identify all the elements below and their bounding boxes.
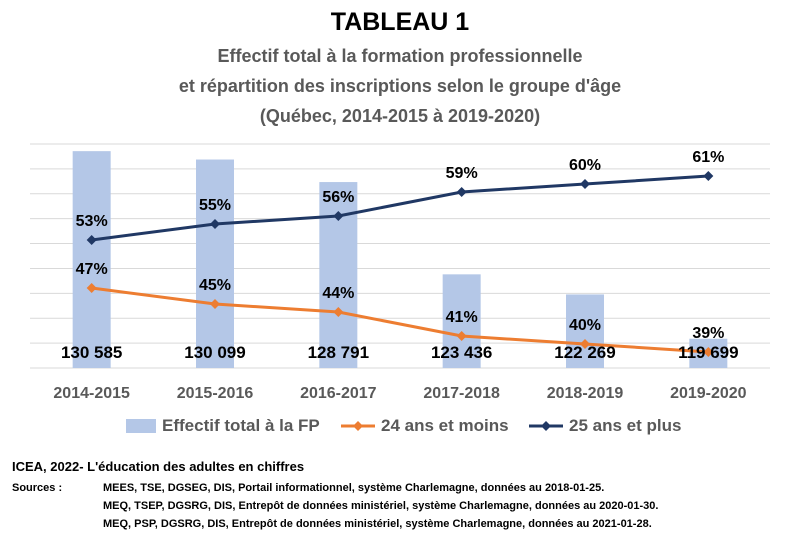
data-label-young-2018-2019: 40% — [569, 317, 601, 334]
bar-effectif-2018-2019 — [566, 294, 604, 368]
x-tick-label-2016-2017: 2016-2017 — [300, 385, 377, 402]
bar-effectif-2015-2016 — [196, 159, 234, 368]
bar-effectif-2017-2018 — [442, 274, 481, 368]
data-label-young-2019-2020: 39% — [692, 325, 724, 342]
x-tick-label-2018-2019: 2018-2019 — [547, 385, 624, 402]
marker-old-2019-2020 — [703, 171, 714, 181]
marker-young-2019-2020 — [703, 347, 714, 357]
legend-item-young: 24 ans et moins — [341, 416, 509, 436]
sources-label: Sources : — [12, 482, 63, 494]
data-label-old-2017-2018: 59% — [446, 165, 478, 182]
bar-value-label-2019-2020: 119 699 — [678, 343, 739, 362]
bar-value-label-2018-2019: 122 269 — [554, 343, 615, 362]
chart-subtitle-line-2: et répartition des inscriptions selon le… — [178, 76, 622, 96]
data-label-young-2016-2017: 44% — [322, 285, 354, 302]
marker-young-2017-2018 — [456, 331, 467, 341]
marker-old-2018-2019 — [580, 179, 590, 189]
bar-value-label-2014-2015: 130 585 — [61, 343, 122, 362]
source-line-1: MEES, TSE, DGSEG, DIS, Portail informati… — [103, 482, 605, 494]
legend-line-young-icon — [341, 421, 375, 431]
x-tick-label-2019-2020: 2019-2020 — [670, 385, 747, 402]
legend-item-old: 25 ans et plus — [529, 416, 681, 436]
bar-value-label-2015-2016: 130 099 — [184, 343, 245, 362]
marker-young-2018-2019 — [580, 339, 590, 349]
data-label-old-2015-2016: 55% — [199, 197, 231, 214]
marker-old-2016-2017 — [333, 211, 344, 221]
legend-bar-swatch — [126, 419, 156, 433]
bar-effectif-2016-2017 — [319, 182, 358, 368]
x-tick-label-2017-2018: 2017-2018 — [423, 385, 500, 402]
legend-item-total: Effectif total à la FP — [126, 416, 320, 436]
legend-label-old: 25 ans et plus — [569, 416, 682, 435]
marker-young-2015-2016 — [210, 299, 220, 309]
chart-subtitle-line-1: Effectif total à la formation profession… — [217, 46, 583, 66]
chart-subtitle-line-3: (Québec, 2014-2015 à 2019-2020) — [259, 106, 541, 126]
bar-value-label-2016-2017: 128 791 — [308, 343, 369, 362]
marker-old-2015-2016 — [210, 219, 220, 229]
chart-title: TABLEAU 1 — [330, 8, 470, 36]
source-line-3: MEQ, PSP, DGSRG, DIS, Entrepôt de donnée… — [103, 518, 652, 530]
bar-value-label-2017-2018: 123 436 — [431, 343, 492, 362]
marker-old-2017-2018 — [456, 187, 467, 197]
data-label-old-2014-2015: 53% — [76, 213, 108, 230]
bar-effectif-2014-2015 — [72, 151, 111, 368]
data-label-young-2015-2016: 45% — [199, 277, 231, 294]
x-tick-label-2014-2015: 2014-2015 — [53, 385, 130, 402]
legend-line-old-icon — [529, 421, 563, 431]
legend-label-young: 24 ans et moins — [381, 416, 509, 435]
source-heading: ICEA, 2022- L'éducation des adultes en c… — [12, 459, 305, 474]
data-label-old-2018-2019: 60% — [569, 157, 601, 174]
marker-young-2014-2015 — [86, 283, 97, 293]
data-label-old-2016-2017: 56% — [322, 189, 354, 206]
legend-label-total: Effectif total à la FP — [162, 416, 320, 435]
marker-young-2016-2017 — [333, 307, 344, 317]
source-line-2: MEQ, TSEP, DGSRG, DIS, Entrepôt de donné… — [103, 500, 659, 512]
x-tick-label-2015-2016: 2015-2016 — [177, 385, 254, 402]
marker-old-2014-2015 — [86, 235, 97, 245]
data-label-young-2014-2015: 47% — [76, 261, 108, 278]
chart-legend: Effectif total à la FP 24 ans et moins 2… — [0, 416, 800, 438]
data-label-young-2017-2018: 41% — [446, 309, 478, 326]
line-series-young — [91, 286, 709, 354]
line-series-old — [91, 174, 709, 242]
data-label-old-2019-2020: 61% — [692, 149, 724, 166]
chart-plot-area: 47% 45% 44% 41% 40% 39% 53% 55% 56% 59% 60% 61% 130 … — [30, 143, 770, 402]
